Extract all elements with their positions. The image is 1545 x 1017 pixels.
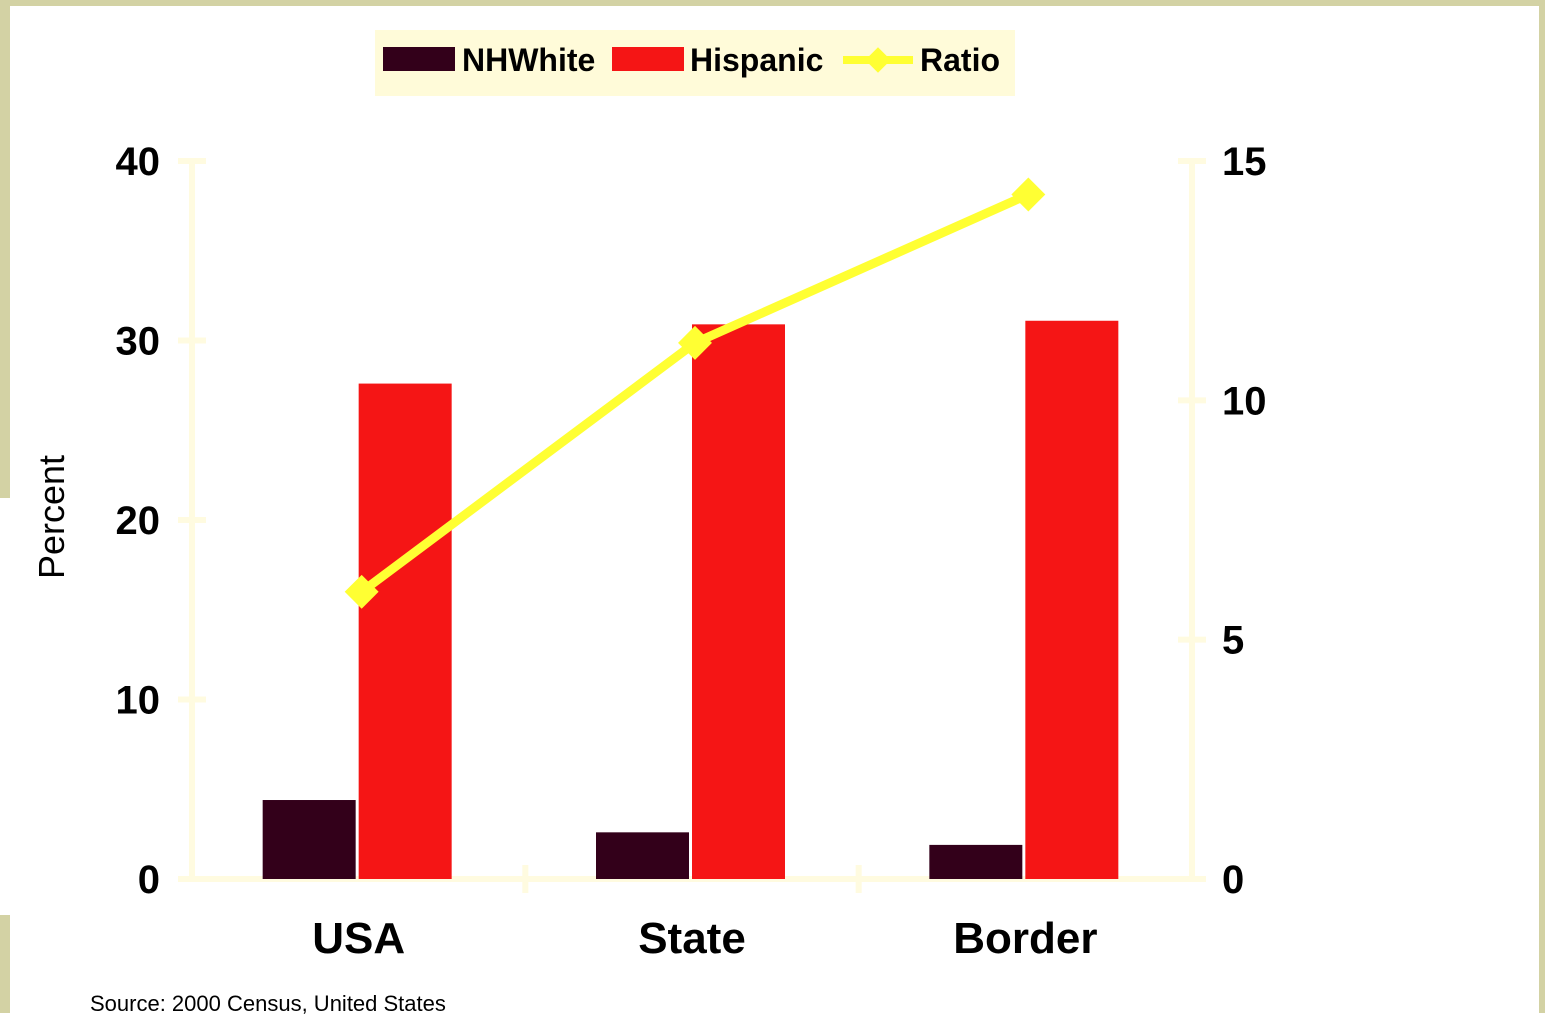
bar-hispanic bbox=[692, 324, 785, 880]
ratio-point bbox=[1011, 177, 1046, 212]
legend-label-nhwhite: NHWhite bbox=[462, 42, 595, 78]
legend-label-hispanic: Hispanic bbox=[690, 42, 823, 78]
bar-nhwhite bbox=[262, 800, 356, 879]
frame-left-border-upper bbox=[0, 0, 10, 498]
legend-swatch-hispanic bbox=[612, 47, 684, 71]
frame-right-border bbox=[1539, 0, 1545, 1013]
right-tick-label: 5 bbox=[1222, 619, 1244, 663]
legend-marker-ratio bbox=[865, 47, 891, 73]
bar-nhwhite bbox=[929, 844, 1023, 879]
left-tick-label: 0 bbox=[138, 858, 160, 902]
x-tick-label: USA bbox=[312, 914, 405, 963]
ratio-point bbox=[678, 325, 712, 360]
right-tick-label: 10 bbox=[1222, 379, 1267, 423]
right-tick-label: 0 bbox=[1222, 858, 1244, 902]
left-tick-label: 10 bbox=[116, 679, 161, 723]
legend: NHWhite Hispanic Ratio bbox=[375, 30, 1015, 96]
x-tick-label: Border bbox=[953, 914, 1097, 963]
y-axis-label: Percent bbox=[31, 455, 72, 579]
left-tick-label: 40 bbox=[116, 140, 161, 184]
frame-left-border-lower bbox=[0, 915, 10, 1013]
frame-top-border bbox=[0, 0, 1545, 6]
right-tick-label: 15 bbox=[1222, 140, 1267, 184]
bars bbox=[262, 320, 1119, 880]
left-tick-label: 20 bbox=[116, 499, 161, 543]
ratio-line bbox=[344, 177, 1046, 609]
bar-hispanic bbox=[1025, 320, 1119, 879]
left-tick-label: 30 bbox=[116, 320, 161, 364]
legend-label-ratio: Ratio bbox=[920, 42, 1000, 78]
bar-nhwhite bbox=[596, 832, 689, 879]
tick-labels: 0 10 20 30 40 0 5 10 15 USA State Border bbox=[116, 140, 1267, 963]
bar-hispanic bbox=[358, 383, 452, 879]
ratio-point bbox=[344, 574, 379, 609]
source-note: Source: 2000 Census, United States bbox=[90, 991, 446, 1016]
legend-swatch-nhwhite bbox=[383, 47, 455, 71]
x-tick-label: State bbox=[638, 914, 746, 963]
